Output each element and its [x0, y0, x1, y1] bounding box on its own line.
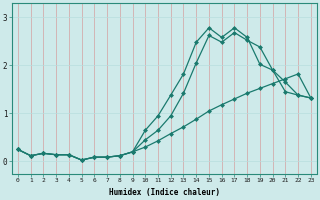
- X-axis label: Humidex (Indice chaleur): Humidex (Indice chaleur): [109, 188, 220, 197]
